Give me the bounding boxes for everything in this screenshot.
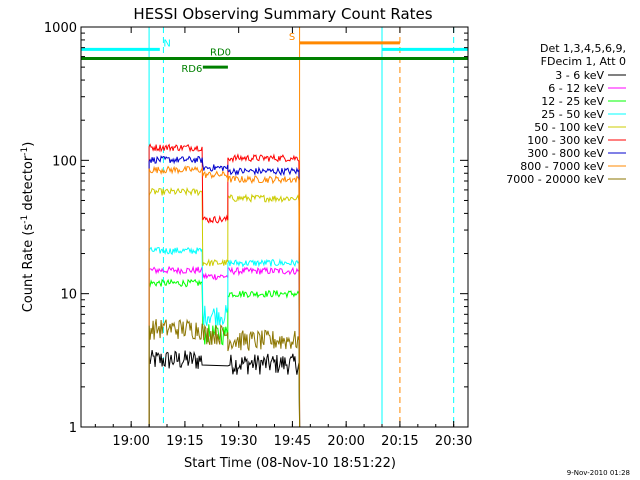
plot-frame bbox=[80, 26, 469, 428]
series-12to25keV bbox=[148, 278, 301, 427]
y-tick-label: 1000 bbox=[44, 21, 77, 36]
series-line bbox=[148, 165, 301, 427]
state-bar-label: RD0 bbox=[210, 48, 231, 59]
state-bar-label: RD6 bbox=[181, 64, 202, 75]
series-line bbox=[148, 278, 301, 427]
legend-label: 100 - 300 keV bbox=[527, 134, 604, 147]
x-tick-label: 19:15 bbox=[166, 434, 203, 449]
x-tick-label: 19:45 bbox=[274, 434, 311, 449]
x-axis-label: Start Time (08-Nov-10 18:51:22) bbox=[184, 456, 396, 471]
state-bar-label: S bbox=[289, 32, 295, 43]
event-vertical-lines bbox=[80, 27, 455, 427]
y-tick-label: 1 bbox=[69, 421, 77, 436]
x-tick-label: 19:00 bbox=[112, 434, 149, 449]
y-axis-label: Count Rate (s-1 detector-1) bbox=[20, 142, 36, 313]
series-100to300keV bbox=[148, 143, 301, 427]
state-bar-label: N bbox=[163, 38, 170, 49]
legend-label: 7000 - 20000 keV bbox=[506, 173, 604, 186]
legend-label: 12 - 25 keV bbox=[541, 95, 604, 108]
series-50to100keV bbox=[148, 186, 301, 427]
series-line bbox=[148, 350, 301, 427]
series-3to6keV bbox=[148, 350, 301, 427]
x-tick-label: 20:30 bbox=[435, 434, 472, 449]
legend-header-line2: FDecim 1, Att 0 bbox=[541, 55, 626, 68]
series-300to800keV bbox=[148, 155, 301, 427]
legend-label: 6 - 12 keV bbox=[548, 82, 604, 95]
series-7000to20000keV bbox=[148, 318, 301, 427]
series-line bbox=[148, 265, 301, 427]
y-axis: 1 10 100 1000 bbox=[44, 21, 468, 436]
series-6to12keV bbox=[148, 265, 301, 427]
series-25to50keV bbox=[148, 246, 301, 427]
series-line bbox=[148, 143, 301, 427]
series-layer bbox=[148, 143, 301, 427]
series-800to7000keV bbox=[148, 165, 301, 427]
x-tick-label: 19:30 bbox=[220, 434, 257, 449]
legend-label: 300 - 800 keV bbox=[527, 147, 604, 160]
legend-label: 800 - 7000 keV bbox=[520, 160, 604, 173]
legend: Det 1,3,4,5,6,9, FDecim 1, Att 0 3 - 6 k… bbox=[506, 42, 626, 186]
y-tick-label: 10 bbox=[60, 288, 77, 303]
y-tick-label: 100 bbox=[52, 154, 77, 169]
x-tick-label: 20:15 bbox=[381, 434, 418, 449]
series-line bbox=[148, 318, 301, 427]
x-axis: 19:00 19:15 19:30 19:45 20:00 20:15 20:30 bbox=[94, 27, 472, 449]
series-line bbox=[148, 155, 301, 427]
state-bars-layer: N S RD0 RD6 bbox=[81, 32, 468, 75]
legend-label: 3 - 6 keV bbox=[555, 69, 604, 82]
series-line bbox=[148, 186, 301, 427]
chart-title: HESSI Observing Summary Count Rates bbox=[133, 5, 432, 23]
legend-header-line1: Det 1,3,4,5,6,9, bbox=[540, 42, 626, 55]
timestamp: 9-Nov-2010 01:28 bbox=[567, 469, 630, 477]
series-line bbox=[148, 246, 301, 427]
legend-label: 25 - 50 keV bbox=[541, 108, 604, 121]
legend-label: 50 - 100 keV bbox=[534, 121, 604, 134]
x-tick-label: 20:00 bbox=[327, 434, 364, 449]
